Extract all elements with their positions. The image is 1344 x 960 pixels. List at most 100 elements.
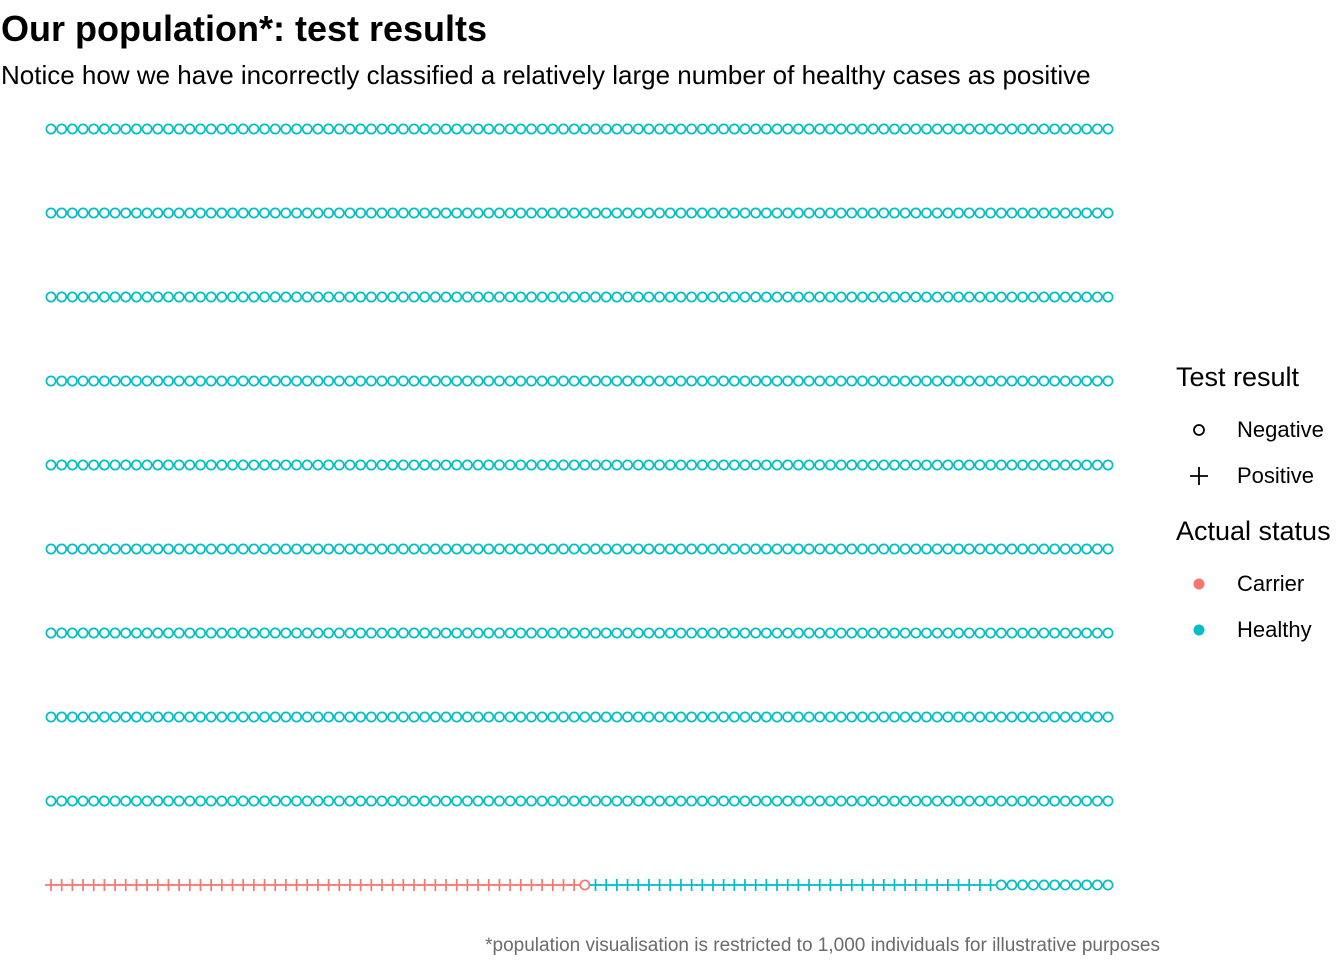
point-healthy-negative: [664, 207, 676, 219]
point-healthy-negative: [120, 123, 132, 135]
point-healthy-negative: [493, 795, 505, 807]
point-healthy-negative: [184, 459, 196, 471]
point-healthy-negative: [568, 375, 580, 387]
point-healthy-negative: [130, 795, 142, 807]
point-healthy-negative: [728, 711, 740, 723]
point-healthy-negative: [504, 207, 516, 219]
point-healthy-negative: [376, 459, 388, 471]
point-healthy-negative: [600, 627, 612, 639]
point-healthy-negative: [1081, 459, 1093, 471]
point-healthy-negative: [558, 627, 569, 639]
point-healthy-negative: [77, 627, 89, 639]
point-healthy-negative: [408, 207, 420, 219]
point-healthy-negative: [56, 375, 68, 387]
point-healthy-negative: [66, 459, 78, 471]
point-healthy-negative: [686, 123, 698, 135]
point-carrier-positive: [525, 879, 538, 891]
point-healthy-negative: [88, 711, 100, 723]
point-healthy-negative: [376, 795, 388, 807]
point-healthy-negative: [152, 543, 164, 555]
point-healthy-positive: [920, 879, 933, 891]
point-healthy-negative: [1081, 375, 1093, 387]
point-healthy-negative: [728, 627, 740, 639]
point-healthy-negative: [654, 459, 666, 471]
point-healthy-negative: [237, 207, 249, 219]
point-healthy-negative: [504, 291, 516, 303]
point-healthy-positive: [653, 879, 666, 891]
point-healthy-negative: [579, 795, 591, 807]
point-healthy-negative: [547, 795, 559, 807]
point-healthy-negative: [878, 207, 890, 219]
point-healthy-negative: [419, 291, 431, 303]
point-healthy-negative: [259, 627, 270, 639]
point-healthy-negative: [152, 711, 164, 723]
point-healthy-negative: [173, 375, 185, 387]
point-carrier-positive: [237, 879, 250, 891]
point-healthy-negative: [301, 627, 313, 639]
legend-swatch-carrier: [1193, 578, 1205, 590]
point-healthy-negative: [355, 123, 367, 135]
point-carrier-positive: [546, 879, 559, 891]
point-healthy-negative: [1038, 711, 1050, 723]
point-healthy-negative: [568, 459, 580, 471]
point-healthy-negative: [910, 207, 922, 219]
point-healthy-negative: [184, 375, 196, 387]
point-healthy-negative: [579, 711, 591, 723]
point-healthy-negative: [205, 375, 217, 387]
point-healthy-negative: [98, 291, 110, 303]
point-healthy-negative: [387, 123, 399, 135]
point-healthy-negative: [259, 543, 270, 555]
point-healthy-negative: [803, 711, 815, 723]
point-healthy-negative: [323, 459, 335, 471]
point-healthy-negative: [526, 123, 537, 135]
point-healthy-negative: [195, 711, 206, 723]
point-healthy-negative: [1006, 291, 1018, 303]
point-healthy-negative: [910, 711, 922, 723]
point-healthy-negative: [771, 711, 783, 723]
point-healthy-negative: [803, 795, 815, 807]
point-healthy-negative: [974, 291, 986, 303]
point-carrier-positive: [418, 879, 431, 891]
point-healthy-negative: [1038, 375, 1050, 387]
point-healthy-negative: [1038, 795, 1050, 807]
point-healthy-negative: [333, 207, 345, 219]
point-healthy-negative: [109, 291, 121, 303]
point-healthy-negative: [536, 459, 548, 471]
point-healthy-negative: [1027, 459, 1039, 471]
point-healthy-negative: [1102, 375, 1114, 387]
point-healthy-negative: [195, 207, 206, 219]
point-healthy-negative: [237, 543, 249, 555]
point-healthy-negative: [195, 123, 206, 135]
point-healthy-negative: [750, 543, 762, 555]
point-healthy-negative: [184, 627, 196, 639]
point-carrier-positive: [557, 879, 570, 891]
point-healthy-negative: [109, 207, 121, 219]
point-healthy-negative: [942, 795, 954, 807]
point-healthy-negative: [301, 375, 313, 387]
point-healthy-positive: [760, 879, 773, 891]
point-healthy-negative: [718, 123, 730, 135]
point-healthy-negative: [280, 375, 292, 387]
point-healthy-negative: [760, 627, 772, 639]
point-healthy-negative: [739, 291, 751, 303]
point-healthy-negative: [45, 459, 57, 471]
point-healthy-negative: [195, 375, 206, 387]
point-healthy-negative: [77, 711, 89, 723]
point-healthy-negative: [899, 123, 911, 135]
point-healthy-negative: [291, 795, 303, 807]
point-healthy-negative: [141, 795, 153, 807]
point-healthy-negative: [985, 375, 997, 387]
point-healthy-negative: [899, 795, 911, 807]
point-healthy-negative: [547, 627, 559, 639]
point-healthy-negative: [451, 123, 463, 135]
point-healthy-negative: [760, 543, 772, 555]
point-healthy-negative: [654, 207, 666, 219]
point-healthy-negative: [664, 291, 676, 303]
point-healthy-positive: [973, 879, 986, 891]
point-healthy-negative: [953, 627, 964, 639]
point-healthy-negative: [792, 291, 804, 303]
point-healthy-negative: [291, 627, 303, 639]
point-healthy-negative: [835, 543, 847, 555]
point-healthy-negative: [1017, 627, 1029, 639]
